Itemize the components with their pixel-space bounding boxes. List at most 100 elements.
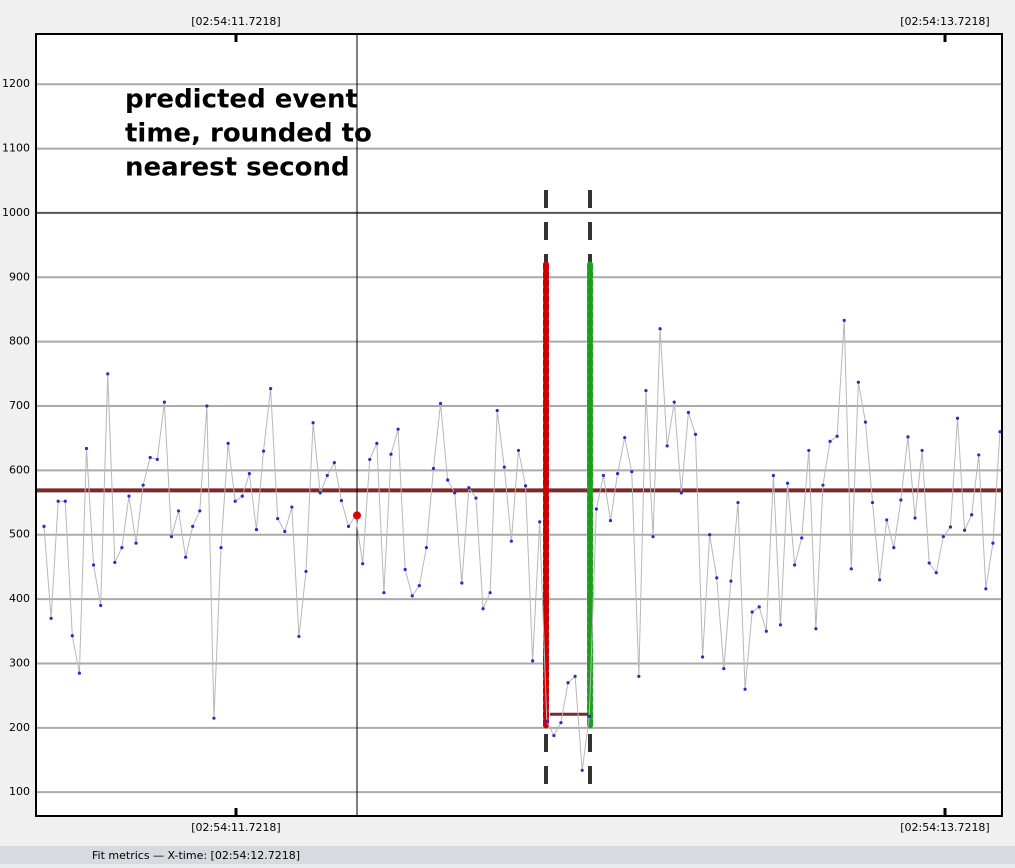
data-point [474,496,478,500]
data-point [191,524,195,528]
data-point [672,400,676,404]
data-point [205,404,209,408]
data-point [616,471,620,476]
y-tick-label: 800 [9,335,30,348]
y-tick-label: 500 [9,528,30,541]
data-point [318,491,322,495]
data-point [106,372,110,376]
data-point [198,509,202,513]
data-point [424,546,428,550]
y-tick-label: 100 [9,785,30,798]
data-point [630,470,634,474]
data-point [828,439,832,444]
data-point [552,733,556,738]
data-point [240,494,244,498]
data-point [304,569,308,574]
data-point [361,562,365,566]
data-point [254,527,259,532]
data-point [56,499,60,503]
data-point [955,416,960,420]
data-point [679,491,683,495]
data-point [693,432,698,436]
data-point [523,484,528,488]
y-tick-label: 1100 [2,142,30,155]
data-point [113,560,117,565]
data-point [998,430,1002,434]
data-point [899,498,903,502]
data-point [722,667,726,671]
data-point [481,607,485,611]
y-tick-label: 700 [9,399,30,412]
data-point [807,448,811,453]
y-tick-label: 600 [9,463,30,476]
data-point [892,546,896,550]
data-point [410,594,414,598]
data-point [977,453,981,457]
data-point [453,491,457,495]
data-point [219,546,223,550]
data-point [226,441,230,445]
data-point [332,461,336,465]
top-axis-label: [02:54:11.7218] [191,15,280,28]
data-point [438,401,443,406]
data-point [247,471,251,476]
data-point [63,499,67,503]
annotation: nearest second [125,153,350,183]
data-point [842,318,846,323]
data-point [856,380,860,384]
status-bar [0,846,1015,864]
data-point [821,483,825,487]
data-point [601,473,606,478]
data-point [42,524,46,528]
data-point [962,528,967,532]
data-point [70,634,74,638]
data-point [531,659,535,663]
y-tick-label: 1000 [2,206,30,219]
data-point [970,513,974,517]
data-point [311,421,315,425]
data-point [460,581,464,585]
data-point [155,457,159,462]
data-point [141,483,145,487]
data-point [559,721,563,725]
data-point [764,629,768,633]
data-point [785,481,790,485]
data-point [927,561,931,565]
data-point [743,687,747,691]
data-point [984,587,988,591]
data-point [991,541,995,545]
data-point [913,516,917,520]
data-point [176,509,181,513]
data-point [941,535,945,539]
data-point [658,327,662,331]
data-point [120,546,124,550]
data-point [594,507,598,511]
data-point [467,486,471,490]
data-point [870,500,875,505]
data-point [736,500,740,505]
data-point [169,535,174,539]
data-point [339,499,344,503]
data-point [885,518,889,522]
y-tick-label: 200 [9,721,30,734]
y-tick-label: 1200 [2,77,30,90]
data-point [148,455,152,460]
data-point [509,539,513,543]
data-point [77,671,82,675]
data-point [608,518,613,523]
data-point [375,441,379,445]
data-point [538,520,542,524]
top-axis-label: [02:54:13.7218] [900,15,989,28]
data-point [644,388,648,393]
data-point [325,473,329,478]
data-point [623,435,627,440]
bottom-axis-label: [02:54:13.7218] [900,821,989,834]
data-point [91,563,96,567]
data-point [771,473,775,478]
data-point [269,387,273,391]
data-point [934,571,938,575]
series-line [43,320,1001,771]
highlight-point [353,511,361,520]
data-point [637,674,641,678]
data-point [49,616,53,621]
